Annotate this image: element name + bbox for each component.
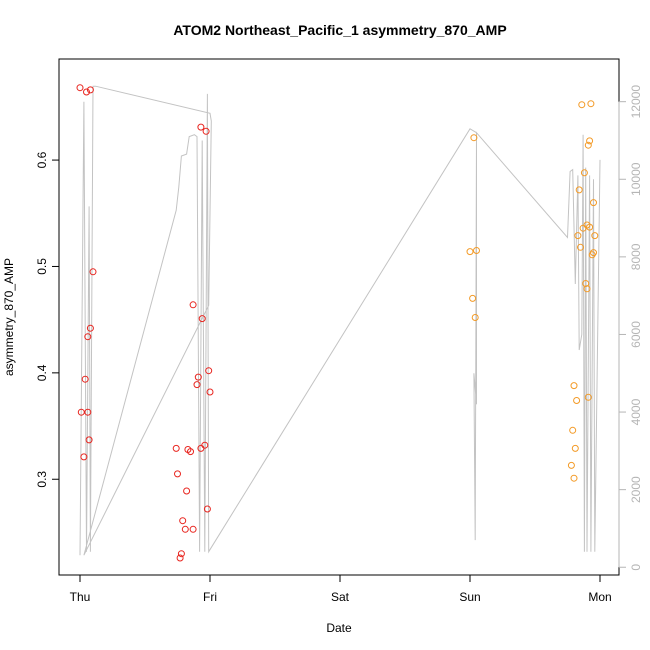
data-point-series-1 bbox=[197, 123, 205, 131]
data-point-series-1 bbox=[80, 453, 88, 461]
data-point-series-1 bbox=[193, 381, 201, 389]
data-point-series-2 bbox=[586, 137, 594, 145]
data-point-series-2 bbox=[579, 224, 587, 232]
data-point-series-1 bbox=[177, 550, 185, 558]
data-point-series-2 bbox=[578, 101, 586, 109]
y2-tick-label: 0 bbox=[629, 564, 643, 571]
data-point-series-1 bbox=[85, 436, 93, 444]
data-point-series-1 bbox=[84, 408, 92, 416]
x-tick-label: Sat bbox=[331, 590, 350, 604]
data-point-series-1 bbox=[89, 268, 97, 276]
data-point-series-1 bbox=[86, 324, 94, 332]
data-point-series-1 bbox=[197, 444, 205, 452]
data-point-series-1 bbox=[206, 388, 214, 396]
x-axis-label: Date bbox=[326, 621, 352, 635]
data-point-series-1 bbox=[202, 127, 210, 135]
data-point-series-1 bbox=[176, 554, 184, 562]
plot-frame bbox=[58, 58, 620, 576]
y-tick-label: 0.4 bbox=[35, 364, 49, 381]
x-tick-label: Mon bbox=[588, 590, 611, 604]
data-point-series-2 bbox=[466, 248, 474, 256]
y-axis-label: asymmetry_870_AMP bbox=[2, 258, 16, 376]
data-point-series-1 bbox=[83, 88, 90, 96]
data-point-series-2 bbox=[567, 461, 575, 469]
data-point-series-2 bbox=[469, 294, 477, 302]
y2-tick-label: 10000 bbox=[629, 162, 643, 196]
data-point-series-1 bbox=[172, 444, 180, 452]
points-layer bbox=[76, 84, 599, 562]
data-point-series-1 bbox=[183, 487, 191, 495]
data-point-series-1 bbox=[86, 86, 94, 94]
data-point-series-2 bbox=[591, 232, 599, 240]
data-point-series-1 bbox=[189, 301, 197, 309]
chart-title: ATOM2 Northeast_Pacific_1 asymmetry_870_… bbox=[173, 22, 506, 38]
y2-tick-label: 12000 bbox=[629, 85, 643, 119]
data-point-series-1 bbox=[76, 84, 84, 92]
secondary-line bbox=[79, 85, 601, 556]
data-point-series-2 bbox=[588, 251, 596, 259]
y2-tick-label: 8000 bbox=[629, 243, 643, 270]
data-point-series-1 bbox=[187, 448, 194, 456]
y2-tick-label: 6000 bbox=[629, 321, 643, 348]
data-point-series-2 bbox=[586, 223, 594, 231]
data-point-series-2 bbox=[470, 134, 478, 142]
y-tick-label: 0.6 bbox=[35, 151, 49, 168]
data-point-series-2 bbox=[471, 314, 479, 321]
axes-layer: Thu Fri Sat Sun Mon 0.3 0.4 0.5 0.6 0 2000 4000 6000… bbox=[35, 85, 643, 604]
data-point-series-2 bbox=[473, 247, 480, 254]
data-point-series-1 bbox=[201, 441, 209, 449]
data-point-series-1 bbox=[194, 373, 202, 381]
data-point-series-2 bbox=[584, 141, 592, 149]
x-tick-label: Sun bbox=[459, 590, 480, 604]
data-point-series-2 bbox=[583, 285, 591, 293]
data-point-series-2 bbox=[584, 393, 592, 401]
data-point-series-2 bbox=[574, 232, 582, 240]
data-point-series-2 bbox=[577, 243, 584, 251]
data-point-series-1 bbox=[189, 525, 197, 533]
y-tick-label: 0.3 bbox=[35, 471, 49, 488]
data-point-series-2 bbox=[587, 100, 595, 108]
data-point-series-1 bbox=[203, 505, 211, 513]
data-point-series-2 bbox=[590, 199, 597, 207]
x-tick-label: Thu bbox=[70, 590, 91, 604]
data-point-series-1 bbox=[205, 367, 213, 375]
data-point-series-1 bbox=[84, 333, 92, 341]
data-point-series-1 bbox=[174, 470, 181, 478]
data-point-series-2 bbox=[573, 397, 581, 404]
data-point-series-2 bbox=[575, 186, 583, 194]
data-point-series-1 bbox=[181, 525, 189, 533]
y2-tick-label: 4000 bbox=[629, 398, 643, 425]
data-point-series-2 bbox=[569, 426, 577, 434]
data-point-series-2 bbox=[570, 382, 578, 390]
data-point-series-2 bbox=[571, 444, 579, 452]
y2-tick-label: 2000 bbox=[629, 476, 643, 503]
y-tick-label: 0.5 bbox=[35, 258, 49, 275]
data-point-series-1 bbox=[179, 517, 187, 525]
x-tick-label: Fri bbox=[203, 590, 217, 604]
data-point-series-2 bbox=[570, 474, 578, 482]
data-point-series-1 bbox=[198, 315, 206, 323]
data-point-series-2 bbox=[580, 169, 588, 177]
secondary-line-layer bbox=[79, 85, 601, 556]
data-point-series-1 bbox=[81, 375, 89, 383]
